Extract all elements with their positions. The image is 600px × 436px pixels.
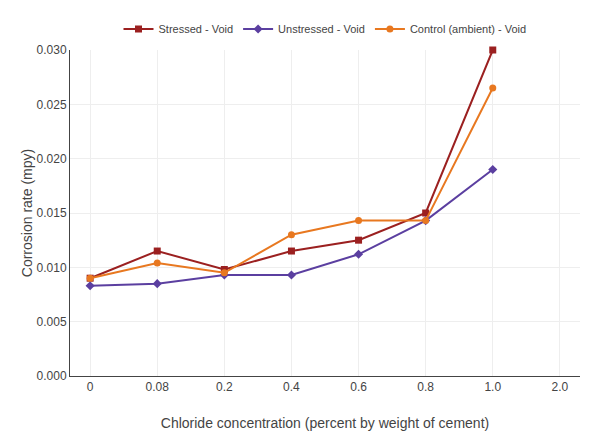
svg-text:0.4: 0.4	[283, 380, 300, 394]
svg-text:0.6: 0.6	[350, 380, 367, 394]
svg-text:0: 0	[87, 380, 94, 394]
svg-text:0.010: 0.010	[37, 261, 67, 275]
svg-text:0.015: 0.015	[37, 206, 67, 220]
svg-text:Chloride concentration (percen: Chloride concentration (percent by weigh…	[161, 415, 489, 431]
svg-text:Stressed - Void: Stressed - Void	[159, 23, 234, 35]
svg-text:0.020: 0.020	[37, 152, 67, 166]
svg-text:2.0: 2.0	[552, 380, 569, 394]
svg-text:Corrosion rate (mpy): Corrosion rate (mpy)	[19, 149, 35, 277]
svg-text:Control (ambient) - Void: Control (ambient) - Void	[410, 23, 526, 35]
svg-text:1.0: 1.0	[484, 380, 501, 394]
svg-text:0.000: 0.000	[37, 369, 67, 383]
svg-text:Unstressed - Void: Unstressed - Void	[278, 23, 365, 35]
svg-text:0.2: 0.2	[216, 380, 233, 394]
svg-text:0.030: 0.030	[37, 43, 67, 57]
svg-text:0.08: 0.08	[146, 380, 170, 394]
svg-text:0.8: 0.8	[417, 380, 434, 394]
svg-text:0.005: 0.005	[37, 315, 67, 329]
svg-text:0.025: 0.025	[37, 98, 67, 112]
